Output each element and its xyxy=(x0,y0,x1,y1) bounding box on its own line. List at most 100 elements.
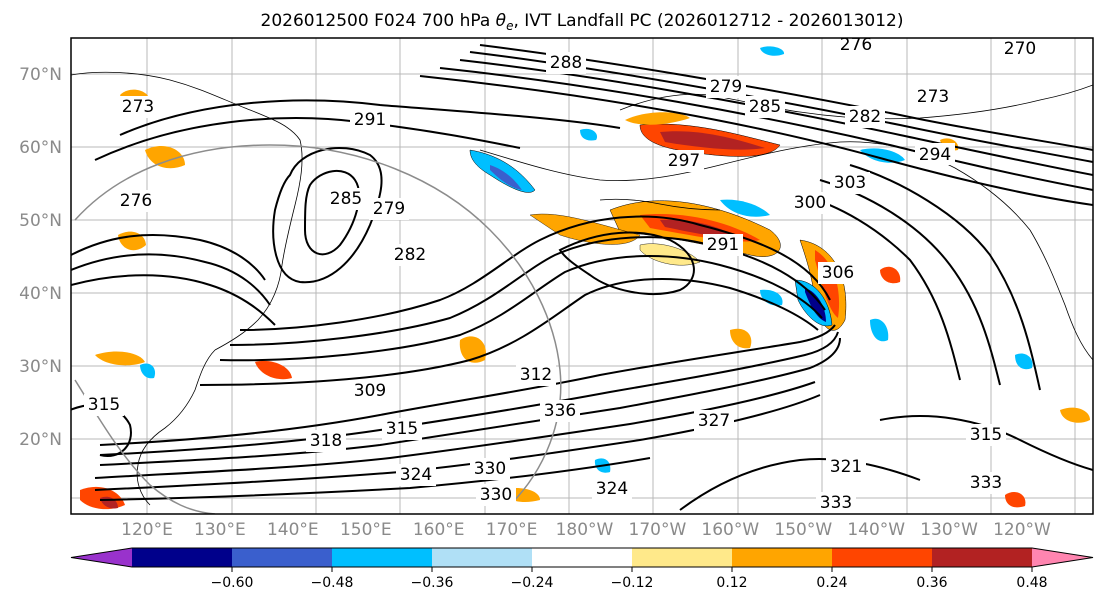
svg-text:327: 327 xyxy=(698,411,730,431)
colorbar: −0.60 −0.48 −0.36 −0.24 −0.12 0.12 0.24 0.36 0.4… xyxy=(70,547,1094,591)
lat-label: 40°N xyxy=(19,284,62,304)
contour-label: 315 xyxy=(966,424,1006,446)
colorbar-bin xyxy=(932,548,1033,567)
contour-label: 297 xyxy=(664,150,704,172)
lat-label: 50°N xyxy=(19,211,62,231)
colorbar-tick-label: 0.24 xyxy=(816,575,847,591)
lat-label: 70°N xyxy=(19,65,62,85)
colorbar-bin xyxy=(232,548,333,567)
contour-label: 312 xyxy=(516,364,556,386)
svg-text:315: 315 xyxy=(970,425,1002,445)
svg-text:333: 333 xyxy=(970,473,1002,493)
colorbar-extend-high xyxy=(1032,548,1093,567)
contour-label: 270 xyxy=(1000,38,1040,60)
colorbar-tick-label: 0.12 xyxy=(716,575,747,591)
colorbar-bin xyxy=(732,548,833,567)
svg-text:282: 282 xyxy=(394,245,426,265)
svg-text:318: 318 xyxy=(310,431,342,451)
lon-label: 150°W xyxy=(774,520,832,540)
svg-text:276: 276 xyxy=(840,35,872,55)
contour-label: 306 xyxy=(818,262,858,284)
contour-label: 294 xyxy=(915,143,955,165)
contour-label: 330 xyxy=(476,484,516,506)
contour-label: 291 xyxy=(350,108,390,130)
lon-label: 120°E xyxy=(121,520,173,540)
contour-label: 300 xyxy=(790,192,830,214)
colorbar-tick-label: −0.24 xyxy=(511,575,554,591)
contour-label: 279 xyxy=(369,198,409,220)
contour-label: 282 xyxy=(390,244,430,266)
svg-text:336: 336 xyxy=(544,401,576,421)
colorbar-bin xyxy=(832,548,933,567)
lon-label: 170°W xyxy=(629,520,687,540)
contour-label: 276 xyxy=(836,35,876,56)
svg-text:330: 330 xyxy=(474,459,506,479)
svg-text:279: 279 xyxy=(710,77,742,97)
lon-label: 180°W xyxy=(556,520,614,540)
svg-text:297: 297 xyxy=(668,151,700,171)
lon-label: 140°W xyxy=(847,520,905,540)
svg-text:300: 300 xyxy=(794,193,826,213)
pc-negative-shading xyxy=(140,46,1033,473)
map-panel: 291 288 279 285 282 273 276 270 294 297 … xyxy=(70,35,1094,515)
contour-label: 285 xyxy=(326,188,366,210)
lat-label: 60°N xyxy=(19,138,62,158)
contour-label: 276 xyxy=(116,190,156,212)
lon-label: 170°E xyxy=(486,520,538,540)
colorbar-bin xyxy=(132,548,233,567)
colorbar-tick-label: −0.60 xyxy=(211,575,254,591)
svg-text:309: 309 xyxy=(354,381,386,401)
contour-label: 324 xyxy=(592,478,632,500)
contour-label: 330 xyxy=(470,458,510,480)
lon-label: 120°W xyxy=(993,520,1051,540)
svg-text:324: 324 xyxy=(596,479,628,499)
svg-text:315: 315 xyxy=(386,419,418,439)
longitude-labels: 120°E 130°E 140°E 150°E 160°E 170°E 180°… xyxy=(121,520,1051,540)
contour-labels: 291 288 279 285 282 273 276 270 294 297 … xyxy=(84,35,1040,514)
contour-label: 333 xyxy=(816,492,856,514)
latitude-labels: 70°N 60°N 50°N 40°N 30°N 20°N xyxy=(19,65,62,450)
svg-text:276: 276 xyxy=(120,191,152,211)
contour-label: 315 xyxy=(382,418,422,440)
contour-label: 315 xyxy=(84,394,124,416)
svg-text:333: 333 xyxy=(820,493,852,513)
svg-text:273: 273 xyxy=(917,87,949,107)
coastlines xyxy=(71,71,1093,506)
colorbar-bin xyxy=(632,548,733,567)
colorbar-bin xyxy=(332,548,433,567)
svg-text:282: 282 xyxy=(849,107,881,127)
colorbar-outline xyxy=(70,547,1094,568)
contour-label: 303 xyxy=(830,172,870,194)
svg-text:273: 273 xyxy=(122,97,154,117)
colorbar-extend-low xyxy=(71,548,132,567)
contour-label: 273 xyxy=(913,86,953,108)
svg-text:312: 312 xyxy=(520,365,552,385)
svg-text:306: 306 xyxy=(822,263,854,283)
svg-text:324: 324 xyxy=(400,465,432,485)
lon-label: 150°E xyxy=(340,520,392,540)
svg-text:330: 330 xyxy=(480,485,512,505)
colorbar-tick-label: −0.36 xyxy=(411,575,454,591)
svg-text:315: 315 xyxy=(88,395,120,415)
contour-label: 273 xyxy=(118,96,158,118)
map-background xyxy=(71,38,1093,514)
contour-label: 309 xyxy=(350,380,390,402)
colorbar-bin xyxy=(432,548,533,567)
contour-label: 285 xyxy=(745,96,785,118)
contour-label: 336 xyxy=(540,400,580,422)
contour-label: 288 xyxy=(546,52,586,74)
contour-label: 333 xyxy=(966,472,1006,494)
contour-label: 279 xyxy=(706,76,746,98)
contour-label: 321 xyxy=(826,456,866,478)
svg-text:285: 285 xyxy=(330,189,362,209)
contour-label: 324 xyxy=(396,464,436,486)
svg-text:291: 291 xyxy=(707,235,739,255)
lon-label: 160°W xyxy=(701,520,759,540)
contour-label: 327 xyxy=(694,410,734,432)
lon-label: 140°E xyxy=(267,520,319,540)
colorbar-tick-label: −0.48 xyxy=(311,575,354,591)
svg-text:294: 294 xyxy=(919,145,951,165)
svg-text:303: 303 xyxy=(834,173,866,193)
lat-label: 20°N xyxy=(19,430,62,450)
